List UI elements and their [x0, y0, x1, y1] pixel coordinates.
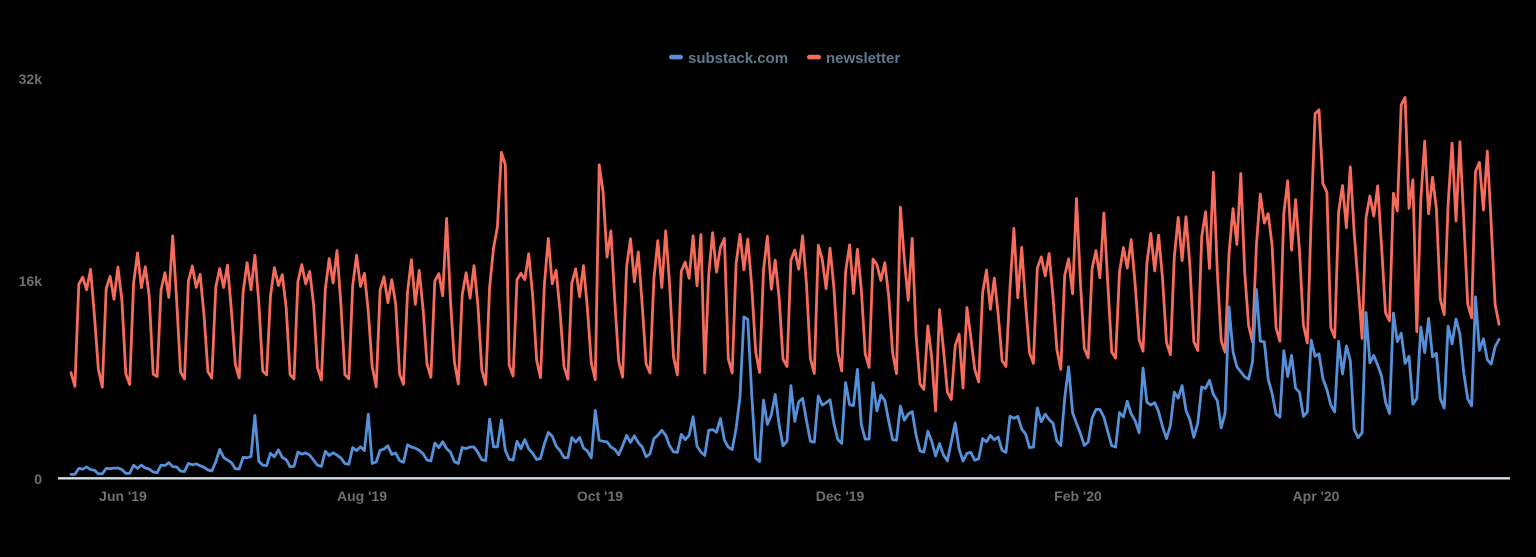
svg-text:Apr '20: Apr '20 [1293, 488, 1340, 504]
svg-text:Dec '19: Dec '19 [816, 488, 865, 504]
svg-text:Feb '20: Feb '20 [1054, 488, 1102, 504]
svg-text:Aug '19: Aug '19 [337, 488, 387, 504]
svg-text:0: 0 [34, 471, 42, 487]
svg-text:substack.com: substack.com [688, 50, 788, 67]
svg-text:32k: 32k [19, 71, 43, 87]
svg-text:Oct '19: Oct '19 [577, 488, 623, 504]
svg-text:Jun '19: Jun '19 [99, 488, 147, 504]
svg-text:16k: 16k [19, 273, 43, 289]
svg-text:newsletter: newsletter [826, 50, 900, 67]
